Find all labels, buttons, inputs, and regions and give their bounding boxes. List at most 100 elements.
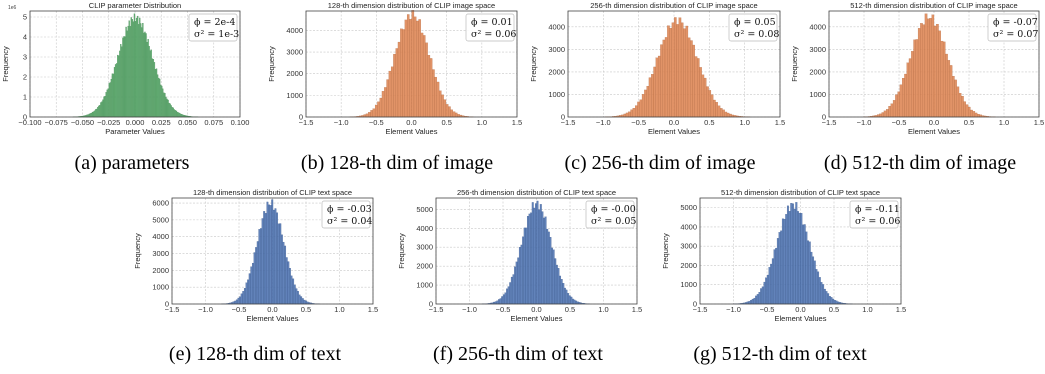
x-tick-label: 0.075 [204,118,223,127]
chart-panel-c: 256-th dimension distribution of CLIP im… [528,0,786,140]
histogram-bar [785,214,788,305]
histogram-bar [798,212,801,305]
y-tick-label: 0 [299,113,303,122]
histogram-bar [750,300,753,305]
histogram-bar [535,203,537,305]
histogram-bar [98,105,100,118]
histogram-bar [150,49,152,118]
histogram-bar [924,13,928,118]
x-tick-label: −0.025 [97,118,120,127]
histogram-bar [264,213,267,305]
histogram-bar [175,110,178,118]
x-tick-label: −0.5 [760,305,775,314]
histogram-bar [168,102,170,118]
histogram-bar [413,16,417,118]
histogram-bar [724,111,728,118]
x-axis-label: Element Values [247,314,299,323]
y-tick-label: 3000 [152,249,169,258]
histogram-bar [240,293,243,305]
histogram-bar [432,69,435,118]
histogram-bar [153,62,156,118]
histogram-bar [152,59,155,118]
histogram-bars [481,200,590,305]
y-tick-label: 4000 [680,222,697,231]
plot-frame [305,10,518,118]
histogram-bar [703,77,707,118]
chart-panel-e: 128-th dimension distribution of CLIP te… [132,187,382,327]
histogram-bar [968,106,971,118]
histogram-bar [143,32,145,118]
y-tick-label: 0 [822,113,826,122]
histogram-bar [454,112,458,118]
histogram-bar [630,109,633,118]
histogram-bar [625,112,629,118]
histogram-bar [567,293,570,305]
histogram-bar [285,257,288,305]
x-tick-label: 0.5 [704,118,714,127]
histogram-bar [261,218,264,305]
x-tick-label: −1.0 [198,305,213,314]
histogram-bar [164,93,166,118]
histogram-bar [502,294,505,305]
histogram-bar [892,100,896,118]
histogram-bar [800,213,803,305]
histogram-bar [145,33,147,118]
y-axis-label: Frequency [661,233,670,269]
histogram-bar [235,299,238,305]
histogram-bar [388,70,392,118]
histogram-bar [406,14,410,118]
histogram-bar [292,278,295,305]
y-tick-label: 1000 [152,283,169,292]
x-tick-label: −0.100 [18,118,41,127]
mean-stat: ϕ = 0.05 [734,17,776,28]
histogram-bar [697,58,700,118]
x-tick-label: −1.5 [822,118,837,127]
histogram-bar [243,288,246,305]
histogram-bar [766,274,769,305]
histogram-bar [717,105,721,118]
histogram-bar [530,212,533,305]
histogram-bar [827,293,830,305]
histogram-bar [496,300,499,305]
x-tick-label: 1.5 [632,305,642,314]
histogram-bar [922,24,926,118]
histogram-bar [657,55,661,118]
x-tick-label: 0.000 [126,118,145,127]
y-tick-label: 3000 [680,242,697,251]
histogram-bar [429,58,433,118]
histogram-bar [820,282,823,305]
histogram-bar [895,94,898,118]
histogram-bar [117,54,119,118]
x-tick-label: −1.5 [165,305,180,314]
histogram-bar [751,298,754,305]
histogram-bar [699,67,702,118]
histogram-bar [795,202,798,305]
histogram-bar [825,291,828,305]
x-tick-label: 1.0 [477,118,487,127]
histogram-bar [93,110,96,118]
histogram-bar [911,51,914,118]
histogram-bar [635,105,638,118]
histogram-bar [418,19,421,118]
histogram-bar [119,50,121,118]
histogram-bar [726,112,730,118]
histogram-bar [788,211,791,305]
histogram-bar [792,203,794,305]
histogram-bar [758,292,761,305]
histogram-bar [793,208,796,305]
histogram-bar [828,296,831,305]
histogram-bar [174,110,177,118]
histogram-bar [416,20,419,118]
x-tick-label: 1.5 [1034,118,1044,127]
histogram-bar [729,113,732,118]
histogram-bar [917,28,921,118]
y-tick-label: 2000 [680,261,697,270]
histogram-bar [938,30,941,118]
histogram-bar [770,263,773,305]
histogram-bars [605,17,751,118]
histogram-bar [526,215,529,305]
x-axis-label: Element Values [511,314,563,323]
histogram-bar [258,229,261,305]
histogram-bar [130,17,132,118]
